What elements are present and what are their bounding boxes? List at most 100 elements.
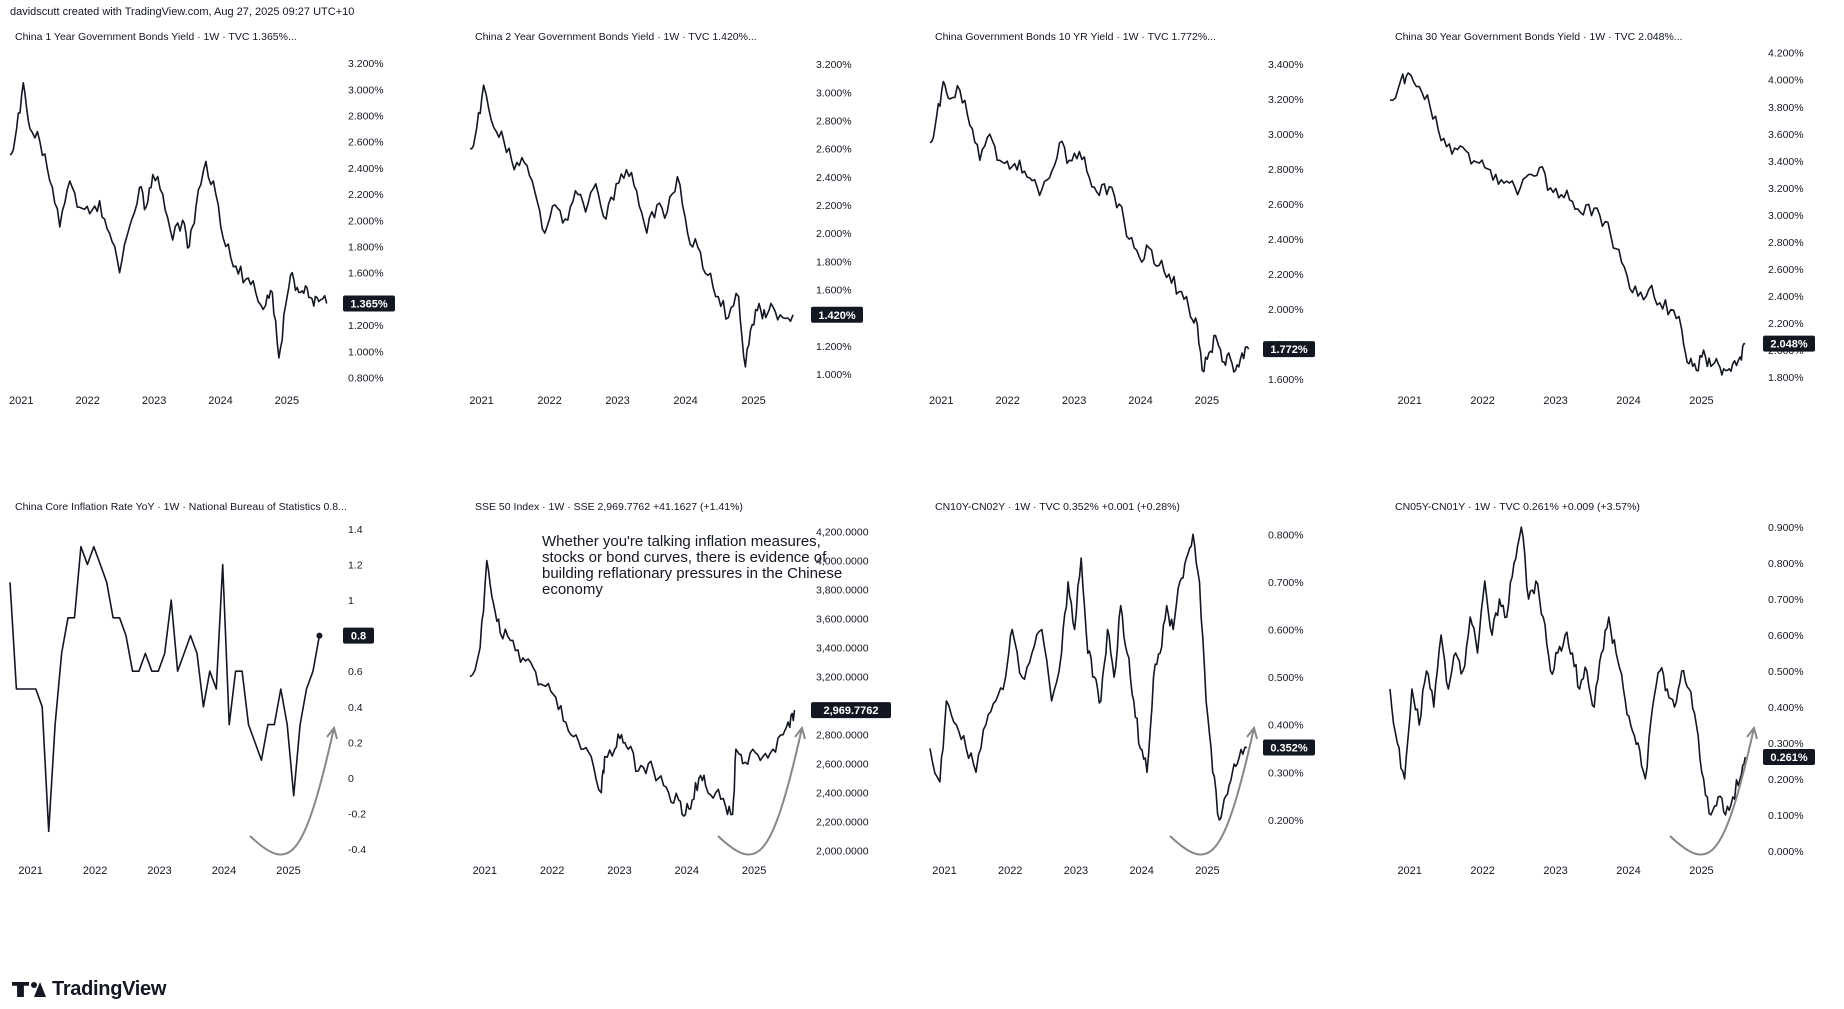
x-tick-label: 2024 (1616, 395, 1640, 407)
x-tick-label: 2021 (18, 865, 42, 877)
y-tick-label: 1.200% (816, 341, 852, 353)
y-tick-label: -0.4 (348, 844, 366, 856)
y-tick-label: 0.500% (1268, 672, 1304, 684)
y-tick-label: 0.800% (1768, 558, 1804, 570)
y-tick-label: 3,600.0000 (816, 614, 869, 626)
y-tick-label: 3.000% (1268, 129, 1304, 141)
y-tick-label: 0.700% (1268, 577, 1304, 589)
last-value-label: 2.048% (1770, 339, 1808, 351)
y-tick-label: 2.400% (1768, 291, 1804, 303)
last-value-label: 1.420% (818, 310, 856, 322)
y-tick-label: 2.400% (1268, 234, 1304, 246)
annotation-text: Whether you're talking inflation measure… (542, 534, 843, 598)
y-tick-label: 0.600% (1768, 630, 1804, 642)
y-tick-label: 2.200% (1768, 318, 1804, 330)
y-tick-label: 2.800% (348, 111, 384, 123)
y-tick-label: 0.800% (348, 373, 384, 385)
y-tick-label: 0 (348, 773, 354, 785)
x-tick-label: 2022 (537, 395, 561, 407)
y-tick-label: 0.400% (1768, 702, 1804, 714)
last-value-label: 0.8 (351, 631, 366, 643)
y-tick-label: 1.000% (348, 346, 384, 358)
y-tick-label: 0.200% (1268, 815, 1304, 827)
x-tick-label: 2024 (673, 395, 697, 407)
y-tick-label: 3.800% (1768, 102, 1804, 114)
y-tick-label: 0.000% (1768, 846, 1804, 858)
y-tick-label: 1.600% (1268, 374, 1304, 386)
y-tick-label: 2.600% (1768, 264, 1804, 276)
x-tick-label: 2023 (147, 865, 171, 877)
y-tick-label: 3.000% (1768, 210, 1804, 222)
x-tick-label: 2021 (469, 395, 493, 407)
x-tick-label: 2025 (742, 865, 766, 877)
y-tick-label: 2.400% (816, 172, 852, 184)
x-tick-label: 2022 (75, 395, 99, 407)
y-tick-label: 0.600% (1268, 624, 1304, 636)
chart-title: SSE 50 Index · 1W · SSE 2,969.7762 +41.1… (475, 501, 743, 513)
y-tick-label: 0.300% (1268, 767, 1304, 779)
y-tick-label: 3.200% (1768, 183, 1804, 195)
recovery-arrow (717, 727, 803, 856)
last-value-badge (343, 627, 374, 644)
series-line (9, 82, 328, 359)
y-tick-label: 1.200% (348, 320, 384, 332)
y-tick-label: 4,000.0000 (816, 556, 869, 568)
y-tick-label: 2,200.0000 (816, 817, 869, 829)
y-tick-label: 3.000% (348, 84, 384, 96)
y-tick-label: 1.800% (816, 256, 852, 268)
chart-title: China Core Inflation Rate YoY · 1W · Nat… (15, 501, 347, 513)
y-tick-label: 4.200% (1768, 48, 1804, 60)
x-tick-label: 2022 (83, 865, 107, 877)
y-tick-label: 1.800% (348, 242, 384, 254)
chart-panel-2: China 2 Year Government Bonds Yield · 1W… (469, 31, 863, 407)
y-tick-label: 2.600% (1268, 199, 1304, 211)
y-tick-label: 2,600.0000 (816, 759, 869, 771)
y-tick-label: 3.000% (816, 87, 852, 99)
x-tick-label: 2023 (607, 865, 631, 877)
x-tick-label: 2024 (1616, 865, 1640, 877)
y-tick-label: 0.6 (348, 666, 363, 678)
x-tick-label: 2023 (1062, 395, 1086, 407)
tradingview-logo[interactable]: TradingView (12, 978, 166, 1001)
chart-title: CN10Y-CN02Y · 1W · TVC 0.352% +0.001 (+0… (935, 501, 1180, 513)
y-tick-label: 3.400% (1768, 156, 1804, 168)
last-value-badge (811, 702, 891, 719)
y-tick-label: 2.800% (1768, 237, 1804, 249)
y-tick-label: 2.000% (816, 228, 852, 240)
y-tick-label: 0.200% (1768, 774, 1804, 786)
y-tick-label: 1 (348, 595, 354, 607)
chart-title: China 1 Year Government Bonds Yield · 1W… (15, 31, 297, 43)
x-tick-label: 2025 (275, 395, 299, 407)
y-tick-label: 2.200% (1268, 269, 1304, 281)
y-tick-label: -0.2 (348, 809, 366, 821)
y-tick-label: 1.000% (816, 369, 852, 381)
x-tick-label: 2023 (142, 395, 166, 407)
y-tick-label: 2.600% (348, 137, 384, 149)
series-line (469, 84, 794, 368)
y-tick-label: 2.800% (816, 115, 852, 127)
recovery-arrow-head (1246, 725, 1258, 740)
y-tick-label: 0.100% (1768, 810, 1804, 822)
y-tick-label: 2.000% (1268, 304, 1304, 316)
y-tick-label: 1.600% (348, 268, 384, 280)
y-tick-label: 0.2 (348, 737, 363, 749)
y-tick-label: 0.400% (1268, 720, 1304, 732)
y-tick-label: 3.200% (1268, 94, 1304, 106)
y-tick-label: 2.400% (348, 163, 384, 175)
y-tick-label: 2,000.0000 (816, 846, 869, 858)
annotation-note: Whether you're talking inflation measure… (542, 534, 843, 598)
x-tick-label: 2024 (1129, 865, 1153, 877)
y-tick-label: 2.800% (1268, 164, 1304, 176)
recovery-arrow-head (326, 725, 338, 740)
x-tick-label: 2023 (1064, 865, 1088, 877)
chart-panel-3: China Government Bonds 10 YR Yield · 1W … (929, 31, 1315, 407)
y-tick-label: 4.000% (1768, 75, 1804, 87)
y-tick-label: 2.200% (348, 189, 384, 201)
x-tick-label: 2025 (1195, 395, 1219, 407)
x-tick-label: 2022 (1470, 395, 1494, 407)
x-tick-label: 2025 (276, 865, 300, 877)
y-tick-label: 3.400% (1268, 59, 1304, 71)
x-tick-label: 2025 (1689, 865, 1713, 877)
x-tick-label: 2022 (1470, 865, 1494, 877)
